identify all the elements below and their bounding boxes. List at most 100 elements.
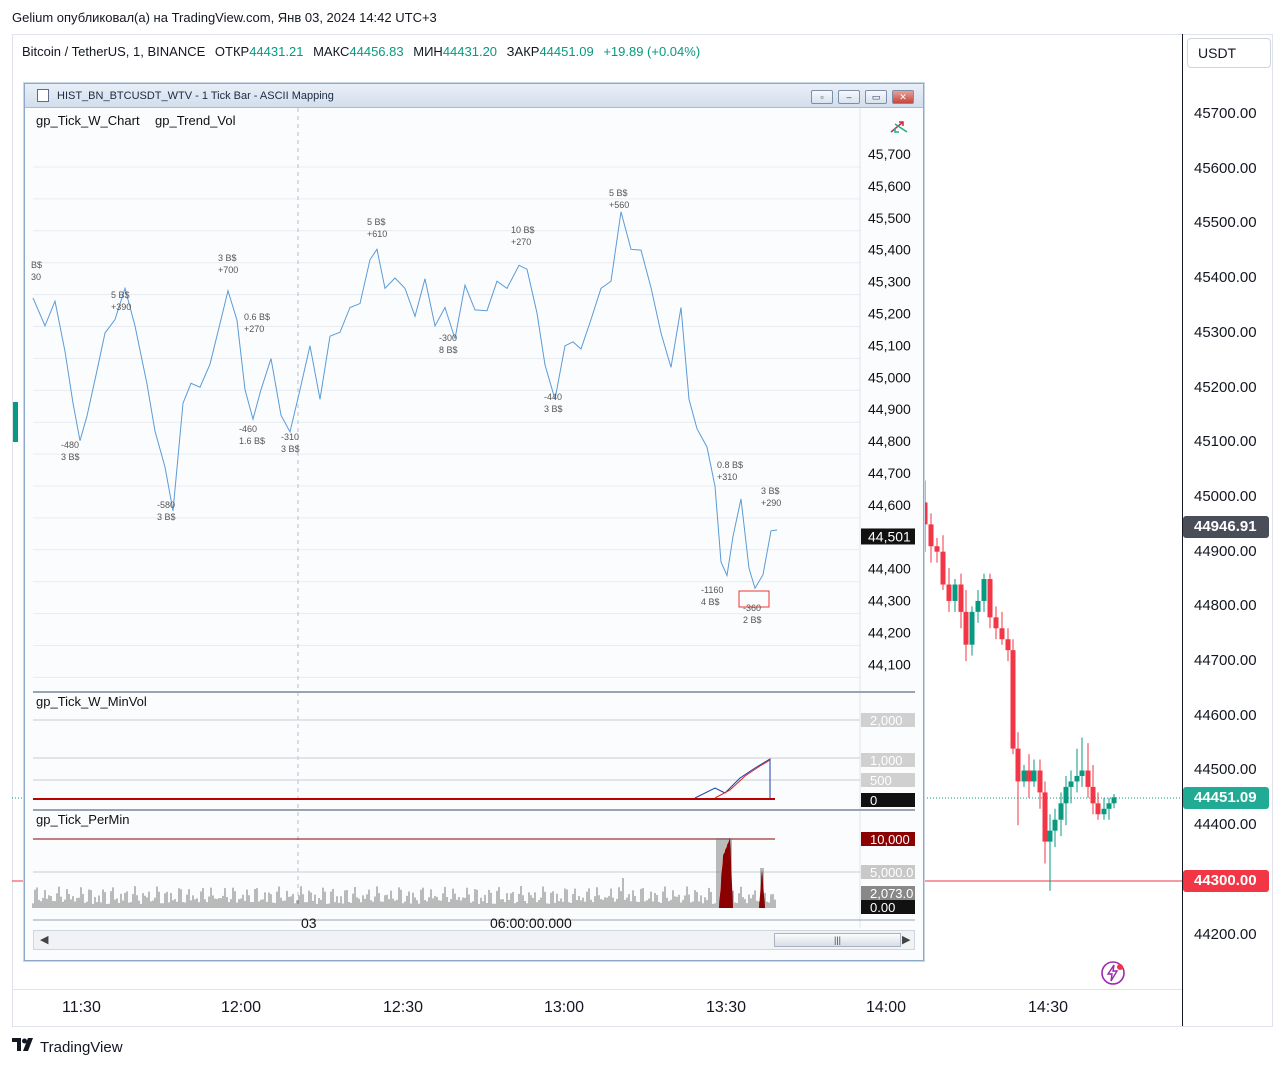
swing-annotation: 3 B$ — [157, 512, 176, 522]
window-time-label: 03 — [301, 915, 317, 928]
candle-body — [1111, 797, 1117, 804]
tick-scale-label: 45,300 — [868, 274, 911, 290]
symbol-legend: Bitcoin / TetherUS, 1, BINANCE ОТКР44431… — [22, 44, 700, 59]
symbol-name[interactable]: Bitcoin / TetherUS, 1, BINANCE — [22, 44, 206, 59]
candle-body — [993, 617, 999, 629]
candle-body — [1085, 770, 1091, 787]
price-tick-label: 44200.00 — [1194, 925, 1257, 943]
swing-annotation: +290 — [761, 498, 781, 508]
price-tick-label: 44700.00 — [1194, 652, 1257, 669]
candle-body — [1026, 770, 1032, 782]
swing-annotation: -580 — [157, 500, 175, 510]
minvol-red-line — [714, 759, 771, 799]
swing-annotation: +270 — [244, 324, 264, 334]
candle-body — [1101, 808, 1107, 815]
highlight-box — [738, 590, 770, 608]
horizontal-scrollbar[interactable]: ◀ ||| ▶ — [33, 930, 915, 950]
window-time-label: 06:00:00.000 — [490, 915, 572, 928]
price-tick-label: 44800.00 — [1194, 597, 1257, 615]
candle-body — [1052, 819, 1058, 831]
scroll-right-icon[interactable]: ▶ — [902, 934, 911, 946]
candle-body — [1010, 650, 1016, 749]
price-tick-label: 44900.00 — [1194, 542, 1257, 560]
tick-scale-label: 45,700 — [868, 146, 911, 162]
price-scale-divider — [1182, 34, 1183, 1026]
swing-annotation: +310 — [717, 472, 737, 482]
permin-scale-label: 10,000 — [870, 832, 910, 847]
time-tick-label: 14:30 — [1028, 999, 1069, 1016]
price-tick-label: 44400.00 — [1194, 816, 1257, 834]
current-price-label: 44,501 — [868, 528, 911, 544]
price-tick-label: 45200.00 — [1194, 378, 1257, 396]
close-value: 44451.09 — [539, 44, 594, 59]
swing-annotation: +560 — [609, 200, 629, 210]
candle-body — [13, 402, 18, 442]
candle-body — [1063, 786, 1069, 804]
swing-annotation: 0.6 B$ — [244, 312, 270, 322]
time-tick-label: 13:00 — [544, 999, 585, 1016]
candle-body — [963, 611, 969, 645]
scale-marker — [861, 773, 915, 787]
indicator-name-minvol: gp_Tick_W_MinVol — [36, 694, 147, 709]
time-tick-label: 11:30 — [62, 999, 101, 1016]
permin-scale-label: 0.00 — [870, 900, 895, 915]
swing-annotation: 4 B$ — [701, 597, 720, 607]
price-tick-label: 45300.00 — [1194, 323, 1257, 341]
tradingview-logo[interactable]: TradingView — [12, 1038, 123, 1056]
candle-body — [1037, 770, 1043, 793]
swing-annotation: +610 — [367, 229, 387, 239]
candle-body — [922, 502, 928, 525]
crosshair-price-badge: 44946.91 — [1183, 516, 1269, 538]
candle-body — [999, 628, 1005, 640]
pane-separator — [33, 691, 915, 693]
close-icon[interactable]: ✕ — [892, 90, 914, 104]
minvol-blue-line — [694, 758, 771, 799]
high-label: МАКС — [313, 44, 350, 59]
indicator-name-tick-chart: gp_Tick_W_Chart — [36, 113, 140, 128]
swing-annotation: 3 B$ — [218, 253, 237, 263]
indicator-name-permin: gp_Tick_PerMin — [36, 812, 130, 827]
candle-body — [1079, 770, 1085, 776]
candle-body — [1031, 770, 1037, 782]
swing-annotation: 3 B$ — [544, 404, 563, 414]
maximize-icon[interactable]: ▭ — [865, 90, 887, 104]
candle-body — [1058, 803, 1064, 820]
time-tick-label: 13:30 — [706, 999, 747, 1016]
tick-scale-label: 44,300 — [868, 593, 911, 609]
candle-body — [928, 524, 934, 547]
last-price-badge: 44451.09 — [1183, 787, 1269, 809]
price-tick-label: 45100.00 — [1194, 433, 1257, 451]
window-titlebar[interactable]: HIST_BN_BTCUSDT_WTV - 1 Tick Bar - ASCII… — [25, 84, 923, 108]
scale-marker — [861, 832, 915, 846]
tick-scale-label: 44,600 — [868, 497, 911, 513]
swing-annotation: 3 B$ — [61, 452, 80, 462]
current-price-marker — [861, 528, 915, 545]
price-tick-label: 44500.00 — [1194, 761, 1257, 779]
candle-body — [1047, 830, 1053, 842]
tick-price-line — [32, 211, 778, 590]
candle-body — [1042, 792, 1048, 842]
minvol-scale-label: 500 — [870, 773, 892, 788]
swing-annotation: 3 B$ — [761, 486, 780, 496]
candle-body — [1074, 775, 1080, 782]
swing-annotation: 5 B$ — [111, 290, 130, 300]
minimize-icon[interactable]: – — [838, 90, 860, 104]
candle-body — [1095, 803, 1101, 815]
scale-marker — [861, 793, 915, 807]
scroll-thumb[interactable]: ||| — [774, 933, 901, 947]
swing-annotation: 10 B$ — [511, 225, 535, 235]
chart-frame — [12, 34, 1273, 1027]
scale-marker — [861, 865, 915, 879]
currency-selector[interactable]: USDT — [1187, 38, 1271, 68]
tick-scale-label: 44,200 — [868, 625, 911, 641]
time-scale-divider — [12, 989, 1182, 990]
candle-body — [952, 584, 958, 601]
candle-body — [969, 611, 975, 645]
restore-icon[interactable]: ▫ — [811, 90, 833, 104]
tick-chart-canvas[interactable]: 45,700 45,600 45,500 45,400 45,300 45,200 45,1… — [25, 108, 923, 928]
flash-icon[interactable] — [1100, 960, 1126, 991]
scroll-left-icon[interactable]: ◀ — [40, 934, 49, 946]
candle-body — [1021, 770, 1027, 782]
permin-scale-label: 2,073.0 — [870, 886, 913, 901]
high-value: 44456.83 — [349, 44, 404, 59]
